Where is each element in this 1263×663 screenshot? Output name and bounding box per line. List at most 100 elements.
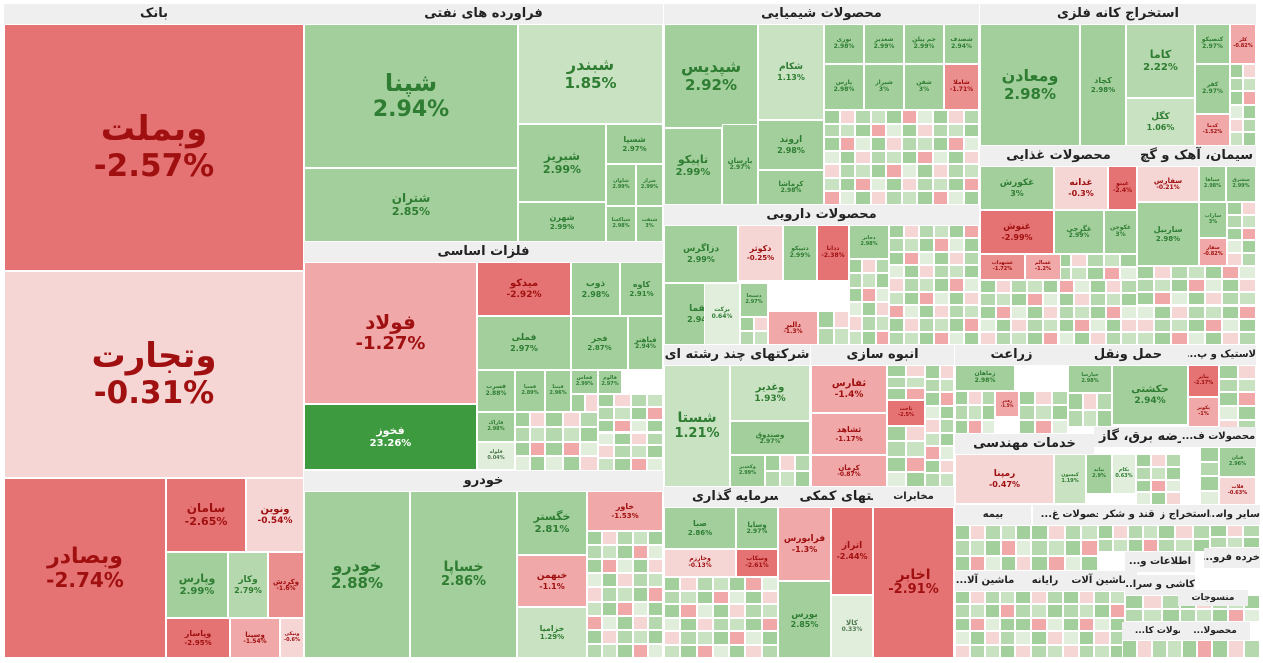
minor-stock-tile[interactable] bbox=[545, 412, 563, 427]
stock-tile[interactable]: غبنو -2.4% bbox=[1108, 166, 1137, 210]
stock-tile[interactable]: پتاير -2.37% bbox=[1188, 365, 1219, 397]
minor-stock-tile[interactable] bbox=[925, 473, 940, 487]
minor-stock-tile[interactable] bbox=[1175, 525, 1193, 539]
minor-stock-tile[interactable] bbox=[1154, 292, 1171, 306]
stock-tile[interactable]: ونیکی -0.6% bbox=[280, 618, 304, 658]
minor-stock-tile[interactable] bbox=[934, 225, 949, 239]
minor-stock-tile[interactable] bbox=[970, 525, 986, 541]
minor-stock-tile[interactable] bbox=[934, 238, 949, 252]
minor-stock-tile[interactable] bbox=[970, 591, 985, 605]
minor-stock-tile[interactable] bbox=[647, 615, 663, 630]
stock-tile[interactable]: ثفارس -1.4% bbox=[811, 365, 887, 413]
stock-tile[interactable]: کگل 1.06% bbox=[1126, 98, 1195, 146]
minor-stock-tile[interactable] bbox=[1064, 525, 1082, 541]
minor-stock-tile[interactable] bbox=[949, 318, 964, 332]
minor-stock-tile[interactable] bbox=[887, 376, 906, 389]
minor-stock-tile[interactable] bbox=[906, 471, 925, 487]
minor-stock-tile[interactable] bbox=[862, 273, 876, 288]
minor-stock-tile[interactable] bbox=[745, 617, 762, 631]
minor-stock-tile[interactable] bbox=[646, 432, 663, 446]
minor-stock-tile[interactable] bbox=[1031, 525, 1048, 541]
stock-tile[interactable]: خگستر 2.81% bbox=[517, 491, 587, 555]
stock-tile[interactable]: فملی 2.97% bbox=[477, 316, 571, 370]
sector-header[interactable]: محصولات شیمیایی bbox=[664, 4, 979, 24]
minor-stock-tile[interactable] bbox=[886, 123, 902, 138]
minor-stock-tile[interactable] bbox=[1035, 391, 1052, 406]
minor-stock-tile[interactable] bbox=[1237, 392, 1256, 406]
minor-stock-tile[interactable] bbox=[1227, 240, 1242, 254]
stock-tile[interactable]: اروند 2.98% bbox=[758, 120, 824, 170]
minor-stock-tile[interactable] bbox=[1171, 292, 1188, 306]
stock-tile[interactable]: زماهان 2.98% bbox=[955, 365, 1015, 391]
minor-stock-tile[interactable] bbox=[1094, 631, 1110, 645]
minor-stock-tile[interactable] bbox=[955, 391, 969, 406]
minor-stock-tile[interactable] bbox=[1205, 318, 1222, 332]
minor-stock-tile[interactable] bbox=[886, 191, 902, 205]
stock-tile[interactable]: کالا 0.33% bbox=[831, 595, 873, 658]
stock-tile[interactable]: کلر -0.82% bbox=[1230, 24, 1256, 64]
minor-stock-tile[interactable] bbox=[919, 291, 934, 305]
stock-tile[interactable]: خاور -1.53% bbox=[587, 491, 663, 531]
minor-stock-tile[interactable] bbox=[1070, 254, 1088, 267]
minor-stock-tile[interactable] bbox=[955, 405, 969, 420]
minor-stock-tile[interactable] bbox=[712, 590, 730, 604]
minor-stock-tile[interactable] bbox=[664, 604, 681, 618]
stock-tile[interactable]: وتجارت -0.31% bbox=[4, 271, 304, 478]
minor-stock-tile[interactable] bbox=[1210, 536, 1227, 548]
minor-stock-tile[interactable] bbox=[887, 471, 906, 487]
stock-tile[interactable]: حکشتی 2.94% bbox=[1112, 365, 1188, 425]
minor-stock-tile[interactable] bbox=[1109, 604, 1125, 618]
minor-stock-tile[interactable] bbox=[824, 137, 840, 151]
minor-stock-tile[interactable] bbox=[901, 110, 917, 124]
stock-tile[interactable]: برکت 0.64% bbox=[704, 283, 740, 345]
minor-stock-tile[interactable] bbox=[870, 164, 886, 178]
minor-stock-tile[interactable] bbox=[646, 394, 663, 407]
minor-stock-tile[interactable] bbox=[1222, 318, 1239, 332]
stock-tile[interactable]: کدما -1.52% bbox=[1195, 114, 1230, 146]
minor-stock-tile[interactable] bbox=[1042, 306, 1059, 319]
minor-stock-tile[interactable] bbox=[925, 405, 940, 420]
minor-stock-tile[interactable] bbox=[1125, 595, 1144, 609]
minor-stock-tile[interactable] bbox=[1143, 608, 1162, 622]
minor-stock-tile[interactable] bbox=[647, 629, 663, 644]
minor-stock-tile[interactable] bbox=[887, 456, 906, 472]
stock-tile[interactable]: شپدیس 2.92% bbox=[664, 24, 758, 128]
minor-stock-tile[interactable] bbox=[934, 331, 949, 345]
minor-stock-tile[interactable] bbox=[602, 559, 618, 574]
sector-header[interactable]: ماشین آلات bbox=[1063, 571, 1137, 591]
minor-stock-tile[interactable] bbox=[587, 573, 603, 588]
minor-stock-tile[interactable] bbox=[949, 331, 964, 345]
minor-stock-tile[interactable] bbox=[949, 251, 964, 265]
minor-stock-tile[interactable] bbox=[1136, 466, 1151, 480]
minor-stock-tile[interactable] bbox=[1154, 318, 1171, 332]
minor-stock-tile[interactable] bbox=[1087, 254, 1104, 267]
minor-stock-tile[interactable] bbox=[1105, 280, 1122, 293]
minor-stock-tile[interactable] bbox=[1188, 279, 1205, 293]
minor-stock-tile[interactable] bbox=[925, 459, 940, 474]
minor-stock-tile[interactable] bbox=[745, 577, 762, 591]
minor-stock-tile[interactable] bbox=[632, 587, 648, 602]
stock-tile[interactable]: فپنتا 2.96% bbox=[545, 370, 571, 412]
minor-stock-tile[interactable] bbox=[617, 629, 633, 644]
minor-stock-tile[interactable] bbox=[934, 291, 949, 305]
minor-stock-tile[interactable] bbox=[955, 617, 970, 632]
minor-stock-tile[interactable] bbox=[904, 225, 919, 239]
minor-stock-tile[interactable] bbox=[964, 238, 979, 252]
minor-stock-tile[interactable] bbox=[901, 137, 917, 151]
stock-tile[interactable]: وپاسار -2.95% bbox=[166, 618, 230, 658]
minor-stock-tile[interactable] bbox=[795, 455, 810, 471]
minor-stock-tile[interactable] bbox=[1226, 536, 1244, 548]
minor-stock-tile[interactable] bbox=[1097, 410, 1112, 427]
minor-stock-tile[interactable] bbox=[1015, 644, 1031, 658]
minor-stock-tile[interactable] bbox=[664, 617, 681, 631]
minor-stock-tile[interactable] bbox=[1089, 280, 1106, 293]
minor-stock-tile[interactable] bbox=[904, 251, 919, 265]
minor-stock-tile[interactable] bbox=[696, 577, 713, 591]
minor-stock-tile[interactable] bbox=[901, 191, 917, 205]
minor-stock-tile[interactable] bbox=[949, 225, 964, 239]
minor-stock-tile[interactable] bbox=[580, 456, 598, 471]
minor-stock-tile[interactable] bbox=[1219, 365, 1238, 379]
stock-tile[interactable]: سپاها 2.98% bbox=[1199, 166, 1226, 202]
minor-stock-tile[interactable] bbox=[1113, 525, 1128, 539]
stock-tile[interactable]: غگرجی 2.99% bbox=[1054, 210, 1104, 254]
